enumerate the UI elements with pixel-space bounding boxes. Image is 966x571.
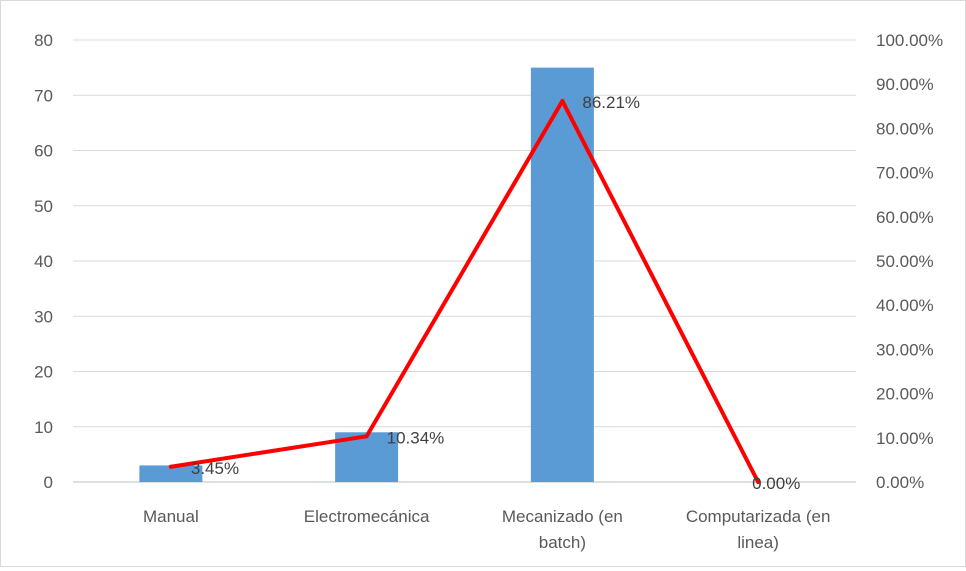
right-tick-label: 10.00%: [876, 429, 934, 448]
data-label: 10.34%: [387, 428, 445, 447]
category-axis: Manual Electromecánica Mecanizado (en batch…: [143, 507, 830, 552]
right-tick-label: 80.00%: [876, 119, 934, 138]
right-tick-label: 70.00%: [876, 164, 934, 183]
left-tick-label: 40: [34, 252, 53, 271]
bar: [530, 67, 594, 482]
bar: [139, 465, 203, 482]
category-label: Computarizada (en: [686, 507, 831, 526]
data-label: 0.00%: [752, 474, 800, 493]
line-point: [756, 480, 761, 484]
line-point: [168, 464, 173, 469]
right-tick-label: 90.00%: [876, 75, 934, 94]
right-tick-label: 30.00%: [876, 340, 934, 359]
data-label: 86.21%: [582, 93, 640, 112]
right-axis-ticks: 0.00% 10.00% 20.00% 30.00% 40.00% 50.00% 60.00…: [876, 31, 943, 492]
line-point: [560, 98, 565, 103]
right-tick-label: 40.00%: [876, 296, 934, 315]
right-tick-label: 50.00%: [876, 252, 934, 271]
left-tick-label: 30: [34, 307, 53, 326]
right-tick-label: 0.00%: [876, 473, 924, 492]
bar-series: [139, 67, 594, 482]
line-path: [168, 98, 761, 484]
category-label: Mecanizado (en: [502, 507, 623, 526]
line-point: [364, 434, 369, 439]
right-tick-label: 20.00%: [876, 385, 934, 404]
gridlines: [73, 39, 856, 483]
line-series: [168, 98, 761, 484]
left-axis-ticks: 0 10 20 30 40 50 60 70 80: [34, 31, 53, 492]
data-labels: 3.45% 10.34% 86.21% 0.00%: [191, 93, 800, 493]
category-label: linea): [737, 533, 779, 552]
left-tick-label: 50: [34, 197, 53, 216]
category-label: Manual: [143, 507, 199, 526]
left-tick-label: 70: [34, 86, 53, 105]
left-tick-label: 60: [34, 142, 53, 161]
left-tick-label: 0: [44, 473, 53, 492]
left-tick-label: 10: [34, 418, 53, 437]
right-tick-label: 60.00%: [876, 208, 934, 227]
data-label: 3.45%: [191, 459, 239, 478]
right-tick-label: 100.00%: [876, 31, 943, 50]
category-label: Electromecánica: [304, 507, 430, 526]
category-label: batch): [539, 533, 586, 552]
left-tick-label: 20: [34, 363, 53, 382]
left-tick-label: 80: [34, 31, 53, 50]
